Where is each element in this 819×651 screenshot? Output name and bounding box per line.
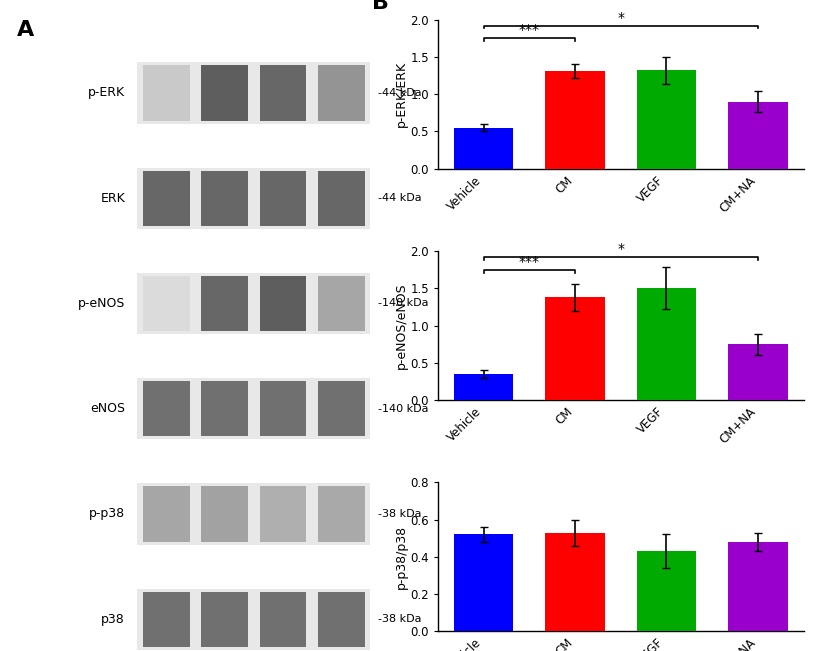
FancyBboxPatch shape — [260, 592, 305, 646]
Text: p-p38: p-p38 — [88, 508, 124, 521]
Text: -44 kDa: -44 kDa — [378, 88, 422, 98]
Text: *: * — [617, 11, 623, 25]
Y-axis label: p-ERK/ERK: p-ERK/ERK — [394, 61, 407, 127]
Bar — [545, 71, 604, 169]
FancyBboxPatch shape — [318, 276, 364, 331]
Text: p-ERK: p-ERK — [88, 87, 124, 100]
Text: -38 kDa: -38 kDa — [378, 509, 422, 519]
FancyBboxPatch shape — [260, 486, 305, 542]
Bar — [636, 288, 695, 400]
FancyBboxPatch shape — [143, 276, 189, 331]
Text: eNOS: eNOS — [90, 402, 124, 415]
Bar — [636, 70, 695, 169]
Y-axis label: p-eNOS/eNOS: p-eNOS/eNOS — [394, 282, 407, 369]
Bar — [727, 542, 786, 631]
Text: ***: *** — [518, 23, 539, 38]
Text: p-eNOS: p-eNOS — [78, 297, 124, 310]
Text: B: B — [372, 0, 388, 12]
FancyBboxPatch shape — [201, 276, 247, 331]
FancyBboxPatch shape — [137, 167, 370, 229]
Bar — [454, 534, 513, 631]
Bar — [545, 297, 604, 400]
Bar — [727, 102, 786, 169]
FancyBboxPatch shape — [260, 381, 305, 436]
FancyBboxPatch shape — [318, 171, 364, 226]
FancyBboxPatch shape — [137, 589, 370, 650]
FancyBboxPatch shape — [143, 592, 189, 646]
FancyBboxPatch shape — [260, 276, 305, 331]
FancyBboxPatch shape — [201, 66, 247, 120]
FancyBboxPatch shape — [318, 486, 364, 542]
Bar — [727, 344, 786, 400]
Text: ***: *** — [518, 255, 539, 269]
Bar — [454, 128, 513, 169]
FancyBboxPatch shape — [137, 484, 370, 545]
Text: A: A — [16, 20, 34, 40]
FancyBboxPatch shape — [260, 171, 305, 226]
FancyBboxPatch shape — [143, 171, 189, 226]
FancyBboxPatch shape — [143, 486, 189, 542]
FancyBboxPatch shape — [201, 592, 247, 646]
Bar — [545, 533, 604, 631]
Text: ERK: ERK — [100, 191, 124, 204]
Bar — [454, 374, 513, 400]
FancyBboxPatch shape — [201, 171, 247, 226]
Text: -140 kDa: -140 kDa — [378, 298, 428, 309]
FancyBboxPatch shape — [201, 486, 247, 542]
FancyBboxPatch shape — [260, 66, 305, 120]
FancyBboxPatch shape — [137, 62, 370, 124]
FancyBboxPatch shape — [137, 273, 370, 334]
Y-axis label: p-p38/p38: p-p38/p38 — [394, 525, 407, 589]
Text: -38 kDa: -38 kDa — [378, 615, 422, 624]
Text: *: * — [617, 242, 623, 256]
Text: p38: p38 — [101, 613, 124, 626]
FancyBboxPatch shape — [318, 592, 364, 646]
FancyBboxPatch shape — [143, 66, 189, 120]
FancyBboxPatch shape — [318, 381, 364, 436]
Text: -140 kDa: -140 kDa — [378, 404, 428, 414]
FancyBboxPatch shape — [201, 381, 247, 436]
FancyBboxPatch shape — [137, 378, 370, 439]
FancyBboxPatch shape — [318, 66, 364, 120]
FancyBboxPatch shape — [143, 381, 189, 436]
Bar — [636, 551, 695, 631]
Text: -44 kDa: -44 kDa — [378, 193, 422, 203]
